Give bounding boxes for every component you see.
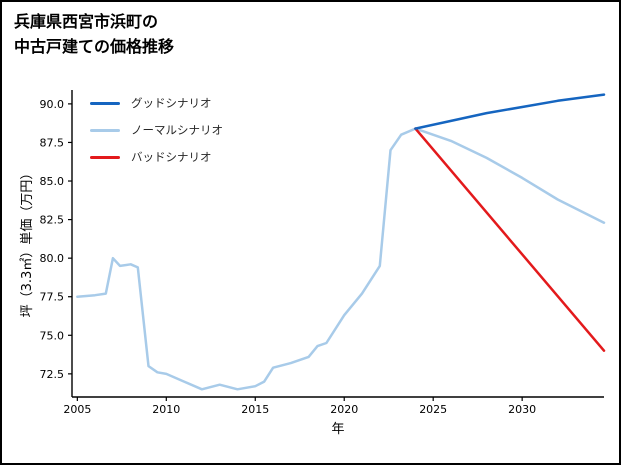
legend-label-bad-scenario: バッドシナリオ: [131, 150, 212, 164]
y-tick-label: 82.5: [40, 214, 65, 227]
chart-legend: グッドシナリオ ノーマルシナリオ バッドシナリオ: [90, 94, 223, 166]
series-line-forecast-good: [414, 93, 606, 130]
chart-title: 兵庫県西宮市浜町の 中古戸建ての価格推移: [14, 10, 174, 60]
y-tick-label: 87.5: [40, 136, 65, 149]
y-tick-label: 80.0: [40, 252, 65, 265]
y-tick-label: 85.0: [40, 175, 65, 188]
chart-title-line1: 兵庫県西宮市浜町の: [14, 12, 159, 31]
series-line-forecast-bad: [414, 127, 606, 352]
y-axis-label: 坪（3.3㎡）単価（万円）: [20, 166, 35, 318]
legend-item-normal-scenario: ノーマルシナリオ: [90, 121, 223, 139]
x-tick-label: 2030: [508, 403, 536, 416]
legend-label-good-scenario: グッドシナリオ: [131, 96, 212, 110]
y-tick-label: 77.5: [40, 291, 65, 304]
x-tick-label: 2010: [152, 403, 180, 416]
legend-item-bad-scenario: バッドシナリオ: [90, 148, 223, 166]
chart-title-line2: 中古戸建ての価格推移: [14, 36, 175, 56]
legend-line-bad-scenario-icon: [90, 155, 120, 159]
legend-item-good-scenario: グッドシナリオ: [90, 94, 223, 112]
legend-line-good-scenario-icon: [90, 101, 120, 105]
y-tick-label: 75.0: [40, 329, 65, 342]
x-tick-label: 2005: [63, 403, 91, 416]
x-tick-label: 2015: [241, 403, 269, 416]
legend-line-normal-scenario-icon: [90, 128, 120, 132]
y-tick-label: 90.0: [40, 98, 65, 111]
y-tick-label: 72.5: [40, 368, 65, 381]
x-tick-label: 2020: [330, 403, 358, 416]
legend-label-normal-scenario: ノーマルシナリオ: [131, 123, 223, 137]
x-axis-label: 年: [331, 422, 345, 437]
x-tick-label: 2025: [419, 403, 447, 416]
series-line-history-and-forecast-normal: [76, 127, 606, 391]
